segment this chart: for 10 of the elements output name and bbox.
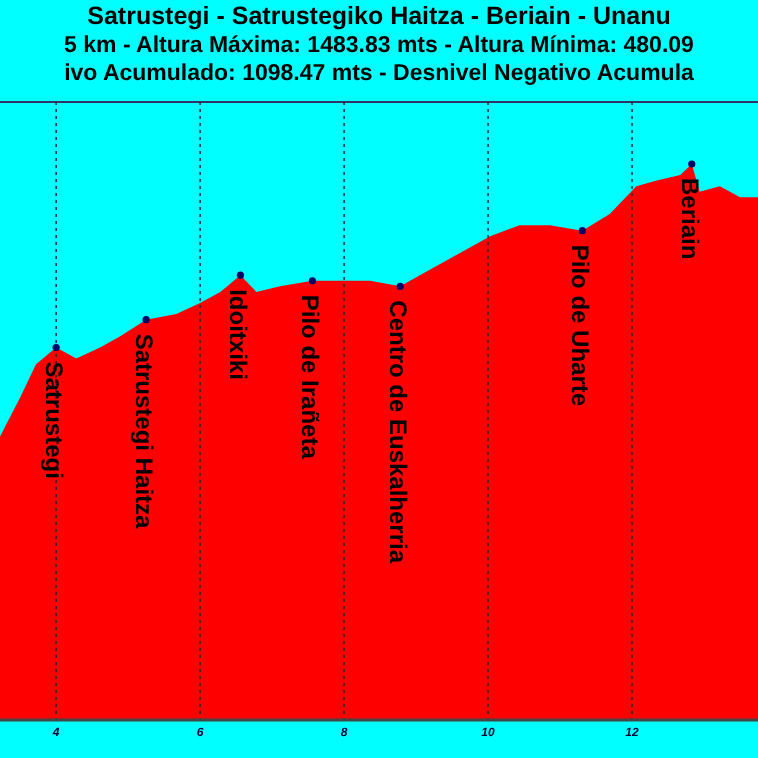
annotation: Beriain <box>675 178 704 260</box>
annotation: Pilo de Irañeta <box>296 294 325 460</box>
annotation: Satrustegi Haitza <box>130 333 159 530</box>
text: ivo Acumulado: 1098.47 mts - Desnivel Negativo Acumula <box>64 62 696 86</box>
annotation: Idoitxiki <box>224 289 253 380</box>
chart-title: Satrustegi - Satrustegiko Haitza - Beriain - Unanu <box>87 2 671 30</box>
chart-subtitle: 5 km - Altura Máxima: 1483.83 mts - Altura Mínima: 480.09 <box>64 34 694 58</box>
annotation: Centro de Euskalherria <box>384 300 413 564</box>
annotation: Satrustegi <box>40 361 69 479</box>
annotation: Pilo de Uharte <box>566 244 595 407</box>
